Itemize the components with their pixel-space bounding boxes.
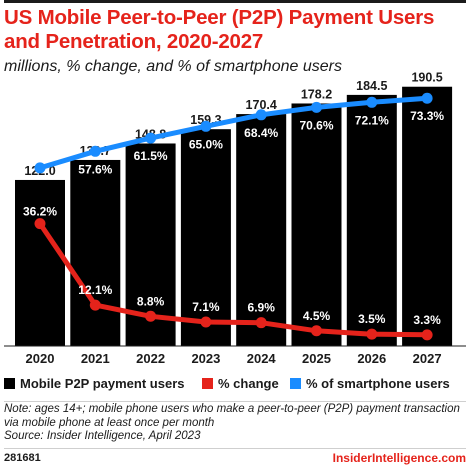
pct-change-label-2022: 8.8% [137,294,165,308]
legend-swatch-smartphone [290,378,301,389]
bar-2023 [180,129,231,346]
bar-2024 [236,114,287,346]
brand-link[interactable]: InsiderIntelligence.com [332,451,466,465]
smartphone-share-point-2027 [421,92,433,104]
smartphone-share-label-2022: 61.5% [134,149,168,163]
x-tick-2026: 2026 [357,351,386,366]
chart-subtitle: millions, % change, and % of smartphone … [4,58,342,75]
pct-change-label-2021: 12.1% [78,283,112,297]
pct-change-label-2023: 7.1% [192,300,220,314]
x-tick-2020: 2020 [26,351,55,366]
legend-swatch-change [202,378,213,389]
x-tick-2023: 2023 [191,351,220,366]
chart-area: 122.0136.7148.8159.3170.4178.2184.5190.5… [4,71,466,366]
pct-change-point-2026 [366,328,378,340]
smartphone-share-point-2020 [34,162,46,174]
pct-change-label-2027: 3.3% [413,313,441,327]
chart-title: US Mobile Peer-to-Peer (P2P) Payment Use… [4,6,435,53]
smartphone-share-point-2025 [311,101,322,113]
smartphone-share-label-2025: 70.6% [299,118,333,132]
pct-change-line [37,222,428,338]
legend-swatch-users [4,378,15,389]
smartphone-share-label-2023: 65.0% [189,137,223,151]
legend-label-smartphone: % of smartphone users [306,376,450,391]
smartphone-share-line [39,95,428,171]
bar-label-2026: 184.5 [356,79,387,93]
x-tick-2024: 2024 [247,351,277,366]
bar-label-2025: 178.2 [301,87,332,101]
smartphone-share-label-2020: 52.7% [23,148,57,162]
pct-change-label-2020: 36.2% [23,205,57,219]
smartphone-share-label-2021: 57.6% [78,162,112,176]
legend-label-users: Mobile P2P payment users [20,376,185,391]
legend-label-change: % change [218,376,279,391]
top-rule [4,0,466,3]
bar-label-2024: 170.4 [246,98,277,112]
legend-item-users: Mobile P2P payment users [4,376,185,391]
x-tick-2027: 2027 [413,351,442,366]
x-tick-2022: 2022 [136,351,165,366]
footer-divider [4,448,466,449]
x-tick-2025: 2025 [302,351,331,366]
note-line-1: Note: ages 14+; mobile phone users who m… [4,403,460,415]
pct-change-point-2027 [421,329,433,341]
bar-label-2027: 190.5 [411,71,442,85]
chart-id: 281681 [4,452,41,464]
bar-2020 [15,179,65,346]
bar-2021 [70,159,121,346]
legend-item-change: % change [202,376,279,391]
source-line: Source: Insider Intelligence, April 2023 [4,430,201,442]
bar-2025 [291,103,342,346]
pct-change-label-2024: 6.9% [248,301,276,315]
bar-2027 [402,86,453,347]
smartphone-share-label-2026: 72.1% [355,113,389,127]
smartphone-share-point-2022 [145,132,157,144]
pct-change-point-2025 [311,325,322,337]
legend: Mobile P2P payment users % change % of s… [4,376,466,392]
pct-change-point-2024 [255,317,267,329]
pct-change-label-2026: 3.5% [358,312,386,326]
pct-change-point-2021 [89,299,101,311]
chart-note: Note: ages 14+; mobile phone users who m… [4,403,466,444]
bar-2026 [346,94,397,346]
note-line-2: via mobile phone at least once per month [4,416,215,429]
smartphone-share-point-2024 [255,109,267,121]
note-divider [4,401,466,402]
smartphone-share-point-2021 [89,145,101,157]
pct-change-label-2025: 4.5% [303,309,331,323]
pct-change-point-2022 [145,310,157,322]
pct-change-point-2020 [34,218,46,230]
smartphone-share-point-2026 [366,96,378,108]
x-tick-2021: 2021 [81,351,110,366]
smartphone-share-point-2023 [200,120,212,132]
legend-item-smartphone: % of smartphone users [290,376,450,391]
smartphone-share-label-2024: 68.4% [244,126,278,140]
pct-change-point-2023 [200,316,212,328]
smartphone-share-label-2027: 73.3% [410,109,444,123]
